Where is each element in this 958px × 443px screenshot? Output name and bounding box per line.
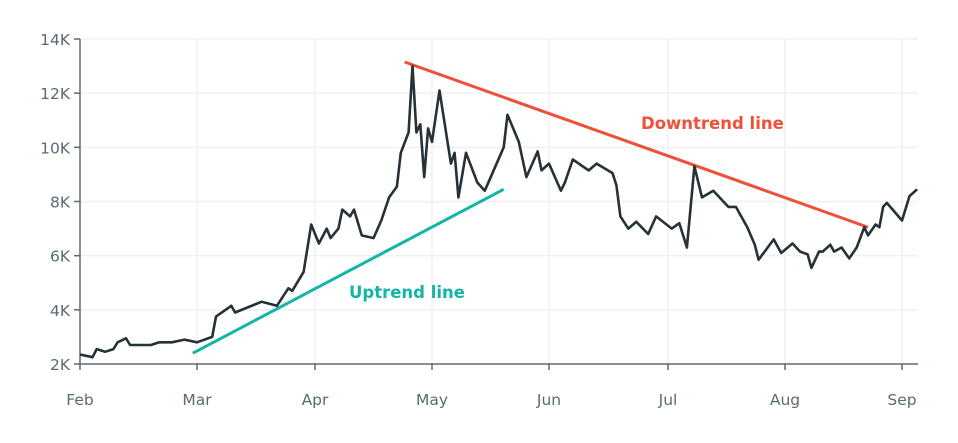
y-tick-label: 14K xyxy=(40,31,71,49)
x-tick-label: Jun xyxy=(536,391,561,409)
x-tick-label: Feb xyxy=(66,391,93,409)
y-tick-label: 4K xyxy=(50,302,71,320)
y-axis: 2K 4K 6K 8K 10K 12K 14K xyxy=(40,31,80,374)
y-tick-label: 10K xyxy=(40,139,71,157)
x-axis: Feb Mar Apr May Jun Jul Aug Sep xyxy=(66,364,917,409)
x-tick-label: Sep xyxy=(887,391,916,409)
y-tick-label: 8K xyxy=(50,194,71,212)
grid xyxy=(80,38,918,364)
y-tick-label: 6K xyxy=(50,248,71,266)
x-tick-label: Aug xyxy=(770,391,800,409)
downtrend-label: Downtrend line xyxy=(641,114,784,133)
uptrend-label: Uptrend line xyxy=(349,283,465,302)
x-tick-label: Mar xyxy=(182,391,212,409)
x-tick-label: Jul xyxy=(658,391,678,409)
price-series-line xyxy=(79,64,918,359)
downtrend-line xyxy=(404,60,869,229)
x-tick-label: Apr xyxy=(302,391,329,409)
x-tick-label: May xyxy=(416,391,448,409)
y-tick-label: 2K xyxy=(50,356,71,374)
uptrend-line xyxy=(192,187,505,355)
y-tick-label: 12K xyxy=(40,85,71,103)
